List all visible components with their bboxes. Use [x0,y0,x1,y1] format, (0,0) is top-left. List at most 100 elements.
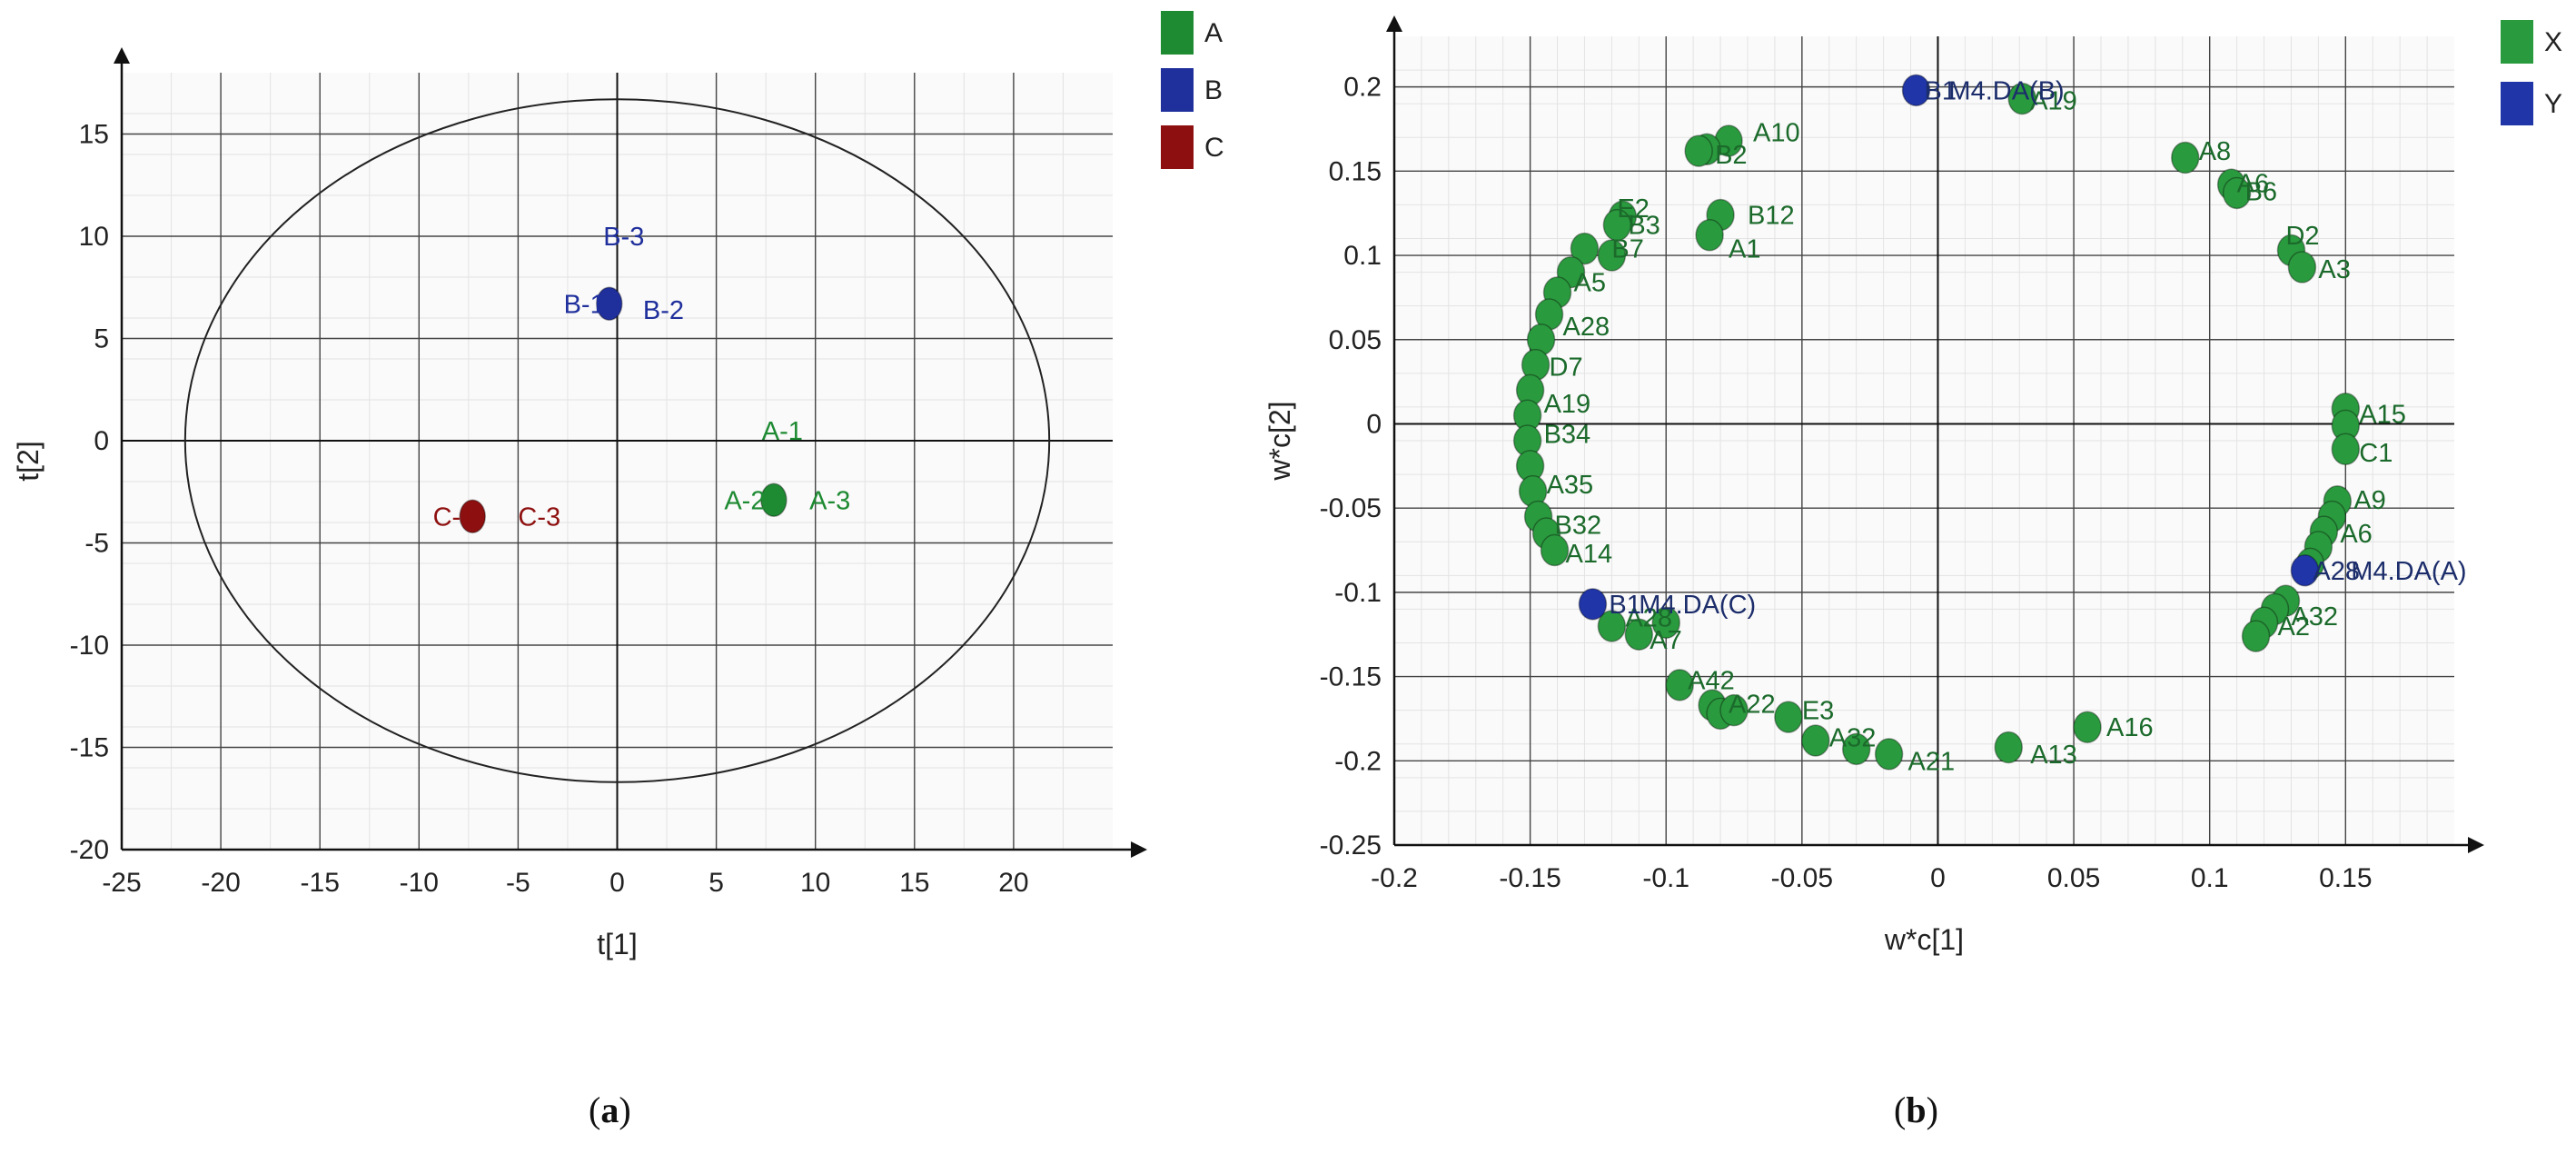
legend-swatch [2501,20,2533,64]
x-tick-label: -15 [301,868,340,898]
x-tick-label: 0.15 [2319,863,2372,893]
point-label: A9 [2353,486,2385,515]
point-label: A-1 [762,417,803,446]
point-label: A5 [1573,269,1605,298]
point-label: A6 [2237,169,2269,198]
data-point [1901,74,1931,107]
point-label: A15 [2359,400,2406,429]
point-label: A28 [2313,557,2360,586]
data-point [459,499,486,533]
data-point [2171,141,2200,174]
point-label: A42 [1688,666,1735,695]
point-label: B3 [1628,212,1660,241]
series-b: B-3 B-1 B-2 [564,223,684,325]
x-tick-label: 0 [1930,863,1946,893]
point-label: A32 [1829,723,1877,752]
point-label: M4.DA(B) [1948,76,2064,105]
x-axis-arrow [1131,841,1147,858]
point-label: A10 [1753,119,1800,148]
y-tick-label: 5 [94,324,109,354]
x-axis-label: w*c[1] [1884,923,1964,956]
data-point [760,483,788,517]
y-axis-arrow [114,47,130,64]
data-point [2222,176,2252,210]
point-label: B-2 [643,296,684,325]
y-tick-label: 0 [94,426,109,456]
point-label: B12 [1748,202,1795,231]
x-tick-label: -25 [102,868,141,898]
y-tick-label: 15 [79,120,109,150]
x-axis-arrow [2468,837,2484,853]
point-label: A7 [1650,626,1681,655]
data-point [1597,610,1627,642]
x-tick-label: -5 [506,868,530,898]
y-tick-label: -5 [84,529,109,559]
legend-label: B [1204,75,1223,105]
point-label: M4.DA(A) [2351,557,2466,586]
y-axis-arrow [1386,15,1402,32]
point-label: E2 [1617,194,1649,224]
x-tick-label: -20 [201,868,240,898]
legend-label: A [1204,18,1223,48]
legend-swatch [1161,11,1194,55]
data-point [1624,618,1654,651]
data-point [1801,724,1830,757]
x-tick-label: 10 [800,868,830,898]
y-tick-label: -0.1 [1334,578,1382,608]
panel-a: -25 -20 -15 -10 -5 0 5 10 15 20 15 10 5 0 -5 -10 -15 -20 t… [0,0,1253,1164]
point-label: C-3 [518,502,560,532]
point-label: E3 [1802,697,1834,726]
chart-b: -0.2 -0.15 -0.1 -0.05 0 0.05 0.1 0.15 0.2 0.15 0.1… [1263,15,2562,956]
point-label: B-3 [603,223,644,252]
data-point [2241,620,2271,652]
x-tick-label: 5 [708,868,724,898]
point-label: A1 [1729,235,1760,264]
point-label: A22 [1729,690,1776,719]
data-point [1695,219,1724,252]
y-tick-label: 0 [1366,409,1382,439]
x-tick-label: 0.1 [2191,863,2229,893]
point-label: A6 [2340,520,2372,549]
point-label: B-1 [564,290,605,319]
point-label: D7 [1550,353,1583,382]
data-point [1578,588,1608,621]
x-tick-label: -0.2 [1371,863,1418,893]
point-label: B34 [1544,421,1591,450]
data-point [1994,731,2024,764]
y-tick-label: -0.15 [1320,662,1382,692]
data-point [2073,711,2102,743]
point-label: B1 [1609,591,1640,620]
point-label: A32 [2291,602,2338,632]
x-tick-label: -0.05 [1771,863,1833,893]
point-label: A2 [2278,612,2310,642]
confidence-ellipse [183,98,1051,783]
panel-b: -0.2 -0.15 -0.1 -0.05 0 0.05 0.1 0.15 0.2 0.15 0.1… [1253,0,2576,1164]
point-label: B1 [1925,76,1957,105]
y-tick-label: -15 [70,733,109,763]
data-point [1774,701,1803,733]
point-label: C-1 [433,502,476,532]
data-point [1684,134,1713,167]
data-point [1665,669,1694,701]
x-tick-label: -10 [400,868,439,898]
point-label: A28 [1625,604,1672,633]
legend-swatch [2501,82,2533,125]
data-point [1651,606,1680,639]
point-label: B6 [2245,178,2277,207]
y-tick-label: -0.25 [1320,831,1382,861]
y-tick-label: 0.2 [1343,73,1382,103]
point-label: A19 [2030,86,2077,115]
y-tick-label: -0.05 [1320,493,1382,523]
y-tick-label: 0.1 [1343,241,1382,271]
data-point [2287,251,2317,284]
data-point [1874,738,1904,771]
point-label: A16 [2106,713,2154,742]
point-label: A14 [1566,540,1613,569]
point-label: A28 [1563,313,1610,342]
point-label: A-3 [809,486,850,515]
point-label: M4.DA(C) [1639,591,1756,620]
x-tick-label: 20 [998,868,1028,898]
y-axis-label: w*c[2] [1263,401,1296,481]
data-point [2007,82,2036,115]
legend-label: C [1204,133,1224,163]
